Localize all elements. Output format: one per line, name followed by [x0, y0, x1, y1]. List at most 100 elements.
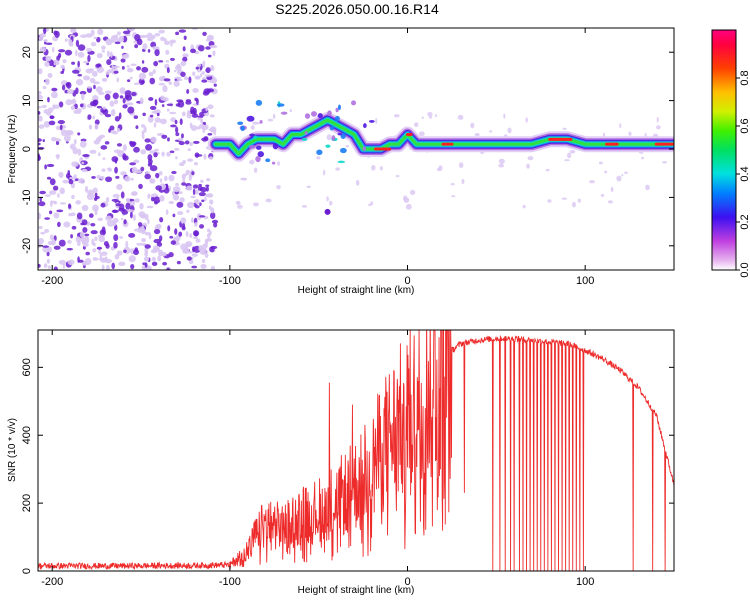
spectrogram-y-tick-label: -20 [21, 238, 33, 254]
spectrogram-noise-speckle [148, 265, 152, 270]
spectrogram-noise-speckle [100, 251, 108, 256]
spectrogram-noise-speckle [111, 198, 119, 202]
spectrogram-noise-speckle [44, 164, 47, 170]
spectrogram-noise-speckle [194, 97, 198, 102]
spectrogram-halo-speckle [527, 155, 534, 161]
spectrogram-x-tick-label: 0 [404, 275, 410, 287]
spectrogram-noise-speckle [67, 170, 71, 176]
spectrogram-noise-speckle [57, 193, 60, 198]
spectrogram-noise-speckle [212, 50, 216, 57]
spectrogram-noise-speckle [130, 191, 137, 196]
spectrogram-halo-speckle [474, 133, 480, 137]
spectrogram-noise-speckle [118, 261, 126, 267]
spectrogram-noise-speckle [112, 92, 119, 100]
spectrogram-noise-speckle [59, 124, 63, 131]
spectrogram-noise-speckle [77, 74, 83, 77]
spectrogram-noise-speckle [172, 213, 176, 218]
spectrogram-noise-speckle [60, 64, 65, 69]
spectrogram-noise-speckle [143, 256, 150, 262]
spectrogram-noise-speckle [170, 117, 177, 123]
spectrogram-noise-speckle [92, 187, 98, 194]
spectrogram-noise-speckle [109, 100, 115, 107]
spectrogram-noise-speckle [144, 173, 151, 180]
spectrogram-noise-speckle [58, 171, 64, 178]
spectrogram-noise-speckle [120, 58, 126, 63]
spectrogram-blob [337, 160, 346, 164]
spectrogram-blob [280, 111, 288, 115]
spectrogram-noise-speckle [198, 123, 205, 129]
spectrogram-noise-speckle [87, 189, 94, 197]
spectrogram-noise-speckle [140, 166, 145, 172]
spectrogram-noise-speckle [173, 80, 180, 87]
spectrogram-noise-speckle [122, 153, 127, 160]
spectrogram-noise-speckle [91, 176, 96, 179]
spectrogram-halo-speckle [316, 156, 321, 160]
spectrogram-noise-speckle [192, 246, 196, 253]
spectrogram-halo-speckle [393, 114, 400, 118]
snr-y-tick-label: 200 [21, 494, 33, 512]
spectrogram-noise-speckle [90, 29, 95, 36]
spectrogram-noise-speckle [152, 69, 156, 74]
spectrogram-noise-speckle [79, 231, 85, 239]
spectrogram-noise-speckle [125, 202, 131, 210]
spectrogram-halo-speckle [395, 174, 400, 178]
spectrogram-y-ticks: -20 -10 0 10 20 [21, 46, 674, 254]
spectrogram-noise-speckle [97, 217, 103, 222]
spectrogram-halo-speckle [240, 177, 246, 181]
spectrogram-noise-speckle [38, 153, 41, 161]
spectrogram-noise-speckle [141, 238, 147, 243]
spectrogram-noise-speckle [49, 178, 56, 186]
spectrogram-noise-speckle [153, 229, 161, 235]
spectrogram-noise-speckle [81, 161, 85, 165]
spectrogram-noise-speckle [175, 156, 178, 160]
snr-x-label: Height of straight line (km) [298, 585, 415, 596]
spectrogram-noise-speckle [213, 83, 217, 87]
spectrogram-blob [259, 119, 263, 124]
spectrogram-noise-speckle [192, 103, 200, 106]
spectrogram-noise-speckle [91, 70, 98, 77]
spectrogram-noise-speckle [177, 191, 183, 195]
spectrogram-noise-speckle [57, 221, 61, 228]
spectrogram-noise-speckle [101, 264, 105, 270]
spectrogram-halo-speckle [470, 122, 475, 129]
spectrogram-noise-speckle [148, 97, 154, 101]
spectrogram-noise-speckle [92, 204, 99, 212]
spectrogram-noise-speckle [175, 132, 180, 137]
spectrogram-noise-speckle [193, 162, 198, 166]
spectrogram-blob [248, 145, 256, 149]
spectrogram-noise-speckle [175, 183, 180, 186]
spectrogram-noise-speckle [207, 133, 213, 136]
spectrogram-noise-speckle [125, 197, 131, 203]
spectrogram-noise-speckle [59, 187, 65, 195]
spectrogram-noise-speckle [141, 132, 145, 140]
spectrogram-noise-speckle [172, 194, 180, 201]
spectrogram-noise-speckle [129, 76, 133, 80]
spectrogram-noise-speckle [55, 140, 60, 146]
spectrogram-noise-speckle [63, 134, 71, 142]
spectrogram-noise-speckle [183, 76, 189, 81]
spectrogram-noise-speckle [75, 49, 78, 57]
spectrogram-noise-speckle [52, 185, 59, 191]
spectrogram-noise-speckle [194, 205, 200, 209]
spectrogram-noise-speckle [131, 92, 137, 97]
spectrogram-halo-speckle [237, 204, 243, 209]
spectrogram-noise-speckle [144, 267, 148, 270]
spectrogram-noise-speckle [58, 239, 66, 247]
spectrogram-noise-speckle [192, 71, 196, 76]
spectrogram-blob [310, 111, 317, 117]
spectrogram-noise-speckle [185, 100, 192, 105]
spectrogram-noise-speckle [125, 240, 129, 248]
spectrogram-noise-speckle [191, 253, 198, 257]
spectrogram-noise-speckle [127, 106, 135, 114]
spectrogram-noise-speckle [174, 119, 178, 125]
spectrogram-noise-speckle [190, 106, 195, 113]
snr-series-line [38, 330, 674, 571]
spectrogram-noise-speckle [170, 57, 175, 61]
spectrogram-noise-speckle [187, 251, 194, 254]
spectrogram-noise-speckle [126, 79, 131, 83]
spectrogram-noise-speckle [110, 129, 117, 134]
spectrogram-blob [255, 155, 261, 163]
spectrogram-noise-speckle [95, 63, 101, 68]
spectrogram-noise-speckle [166, 67, 170, 74]
